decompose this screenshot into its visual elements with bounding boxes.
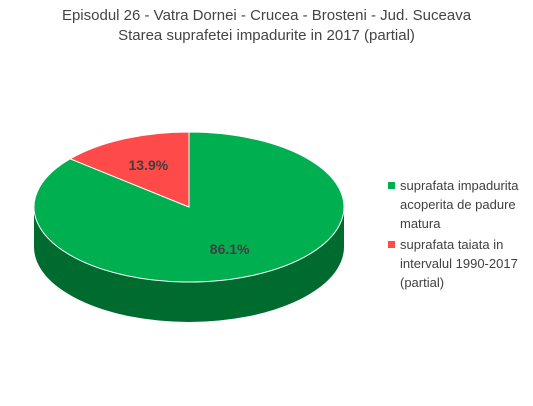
legend-swatch-cut-area xyxy=(388,241,395,248)
legend-label-mature-forest: suprafata impadurita acoperita de padure… xyxy=(400,178,519,231)
legend-label-cut-area: suprafata taiata in intervalul 1990-2017… xyxy=(400,237,518,290)
chart-title-block: Episodul 26 - Vatra Dornei - Crucea - Br… xyxy=(0,6,533,46)
data-label-1: 13.9% xyxy=(129,157,169,173)
legend-swatch-mature-forest xyxy=(388,182,395,189)
data-label-0: 86.1% xyxy=(210,241,250,257)
legend-item-cut-area: suprafata taiata in intervalul 1990-2017… xyxy=(388,235,528,292)
pie-side-0 xyxy=(34,207,344,322)
chart-subtitle: Starea suprafetei impadurite in 2017 (pa… xyxy=(118,27,415,44)
legend-item-mature-forest: suprafata impadurita acoperita de padure… xyxy=(388,176,528,233)
pie-top-faces xyxy=(33,131,345,283)
pie-slice-1 xyxy=(69,131,190,208)
pie-side-walls xyxy=(34,207,344,322)
legend: suprafata impadurita acoperita de padure… xyxy=(388,176,528,294)
pie-data-labels: 86.1% 13.9% xyxy=(129,157,251,257)
chart-title: Episodul 26 - Vatra Dornei - Crucea - Br… xyxy=(61,7,472,24)
